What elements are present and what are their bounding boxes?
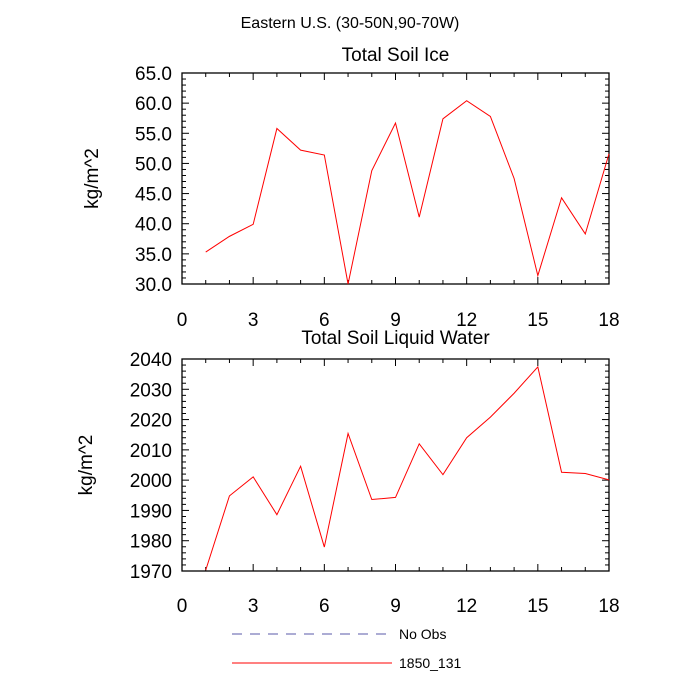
- x-tick-label: 6: [319, 310, 330, 331]
- y-tick-label: 2030: [130, 380, 172, 401]
- x-tick-label: 0: [177, 596, 188, 617]
- y-tick-label: 45.0: [135, 185, 172, 206]
- figure-suptitle: Eastern U.S. (30-50N,90-70W): [241, 15, 460, 32]
- x-tick-label: 9: [390, 310, 401, 331]
- y-tick-label: 60.0: [135, 94, 172, 115]
- x-tick-label: 12: [456, 310, 477, 331]
- plots-container: 30.0 35.0 40.0 45.0 50.0 55.0 60.0 65.0 0 3 6 9 12 15…: [76, 45, 620, 617]
- x-tick-label: 9: [390, 596, 401, 617]
- y-tick-label: 1990: [130, 501, 172, 522]
- chart-title: Total Soil Liquid Water: [301, 328, 490, 349]
- x-tick-label: 3: [248, 596, 259, 617]
- y-tick-label: 35.0: [135, 245, 172, 266]
- y-tick-label: 2020: [130, 411, 172, 432]
- y-tick-label: 55.0: [135, 124, 172, 145]
- x-tick-label: 12: [456, 596, 477, 617]
- x-tick-label: 3: [248, 310, 259, 331]
- legend-label: 1850_131: [399, 655, 462, 671]
- y-tick-label: 30.0: [135, 275, 172, 296]
- y-tick-label: 1970: [130, 562, 172, 583]
- chart-panel-2: 1970 1980 1990 2000 2010 2020 2030 2040 0 3 6 9 12 15…: [76, 328, 620, 617]
- x-tick-label: 6: [319, 596, 330, 617]
- y-tick-label: 50.0: [135, 154, 172, 175]
- x-tick-label: 18: [598, 310, 619, 331]
- series-line-1850_131: [205, 100, 610, 285]
- y-tick-label: 1980: [130, 532, 172, 553]
- y-tick-label: 40.0: [135, 215, 172, 236]
- chart-panel-1: 30.0 35.0 40.0 45.0 50.0 55.0 60.0 65.0 0 3 6 9 12 15…: [82, 45, 620, 331]
- series-line-1850_131: [205, 365, 610, 571]
- y-tick-label: 2000: [130, 471, 172, 492]
- x-tick-label: 15: [527, 310, 548, 331]
- x-tick-label: 15: [527, 596, 548, 617]
- plot-frame: [181, 358, 610, 572]
- y-tick-label: 2010: [130, 441, 172, 462]
- chart-title: Total Soil Ice: [342, 45, 450, 66]
- y-axis-label: kg/m^2: [82, 148, 103, 209]
- legend-label: No Obs: [399, 626, 446, 642]
- legend: No Obs 1850_131: [232, 626, 462, 671]
- y-tick-label: 2040: [130, 350, 172, 371]
- y-tick-label: 65.0: [135, 64, 172, 85]
- x-tick-label: 0: [177, 310, 188, 331]
- x-tick-label: 18: [598, 596, 619, 617]
- y-axis-label: kg/m^2: [76, 435, 97, 496]
